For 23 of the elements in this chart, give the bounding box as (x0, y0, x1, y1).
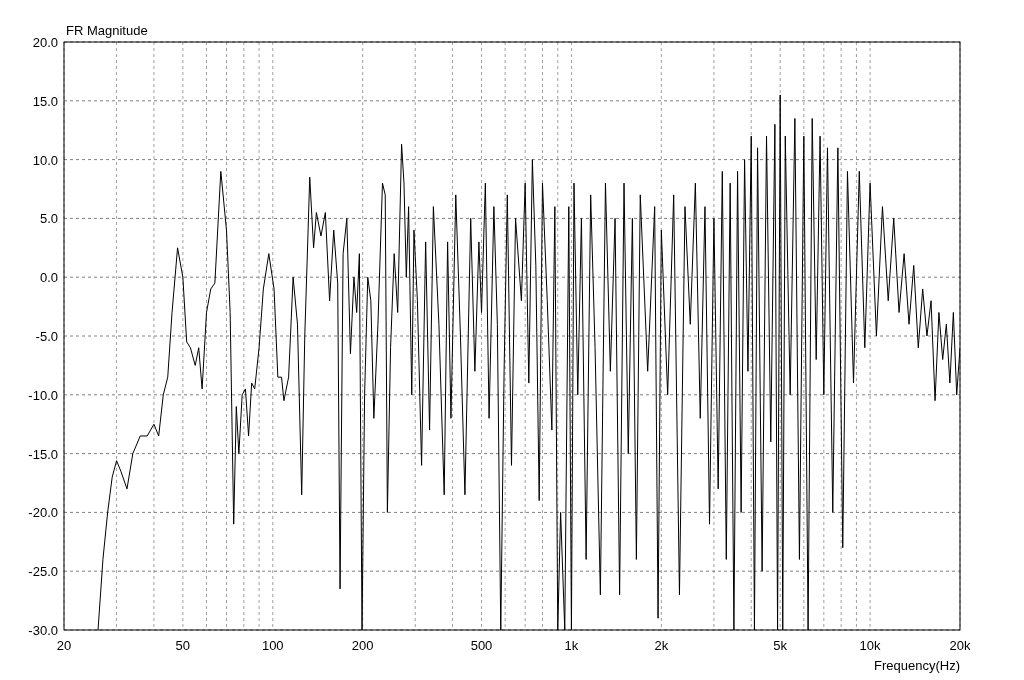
x-tick-label: 50 (175, 638, 191, 653)
x-tick-label: 200 (351, 638, 374, 653)
y-tick-label: 5.0 (39, 211, 58, 227)
y-tick-label: -30.0 (28, 623, 58, 638)
x-tick-label: 2k (654, 638, 669, 653)
y-tick-label: 15.0 (32, 93, 58, 109)
y-tick-label: 0.0 (39, 270, 58, 286)
x-tick-label: 20k (949, 638, 971, 653)
x-tick-label: 500 (470, 638, 493, 653)
x-axis-title: Frequency(Hz) (874, 658, 960, 673)
x-tick-label: 5k (773, 638, 788, 653)
y-tick-label: 20.0 (32, 35, 58, 50)
y-tick-label: -15.0 (28, 446, 58, 462)
x-tick-label: 1k (564, 638, 579, 653)
chart-title: FR Magnitude (66, 23, 148, 38)
y-tick-label: 10.0 (32, 152, 58, 168)
y-tick-label: -20.0 (28, 505, 58, 521)
x-tick-label: 20 (56, 638, 72, 653)
y-tick-label: -5.0 (35, 329, 58, 344)
x-tick-label: 100 (261, 638, 284, 653)
y-tick-label: -10.0 (28, 387, 58, 403)
x-tick-label: 10k (859, 638, 882, 653)
y-tick-label: -25.0 (28, 564, 58, 580)
